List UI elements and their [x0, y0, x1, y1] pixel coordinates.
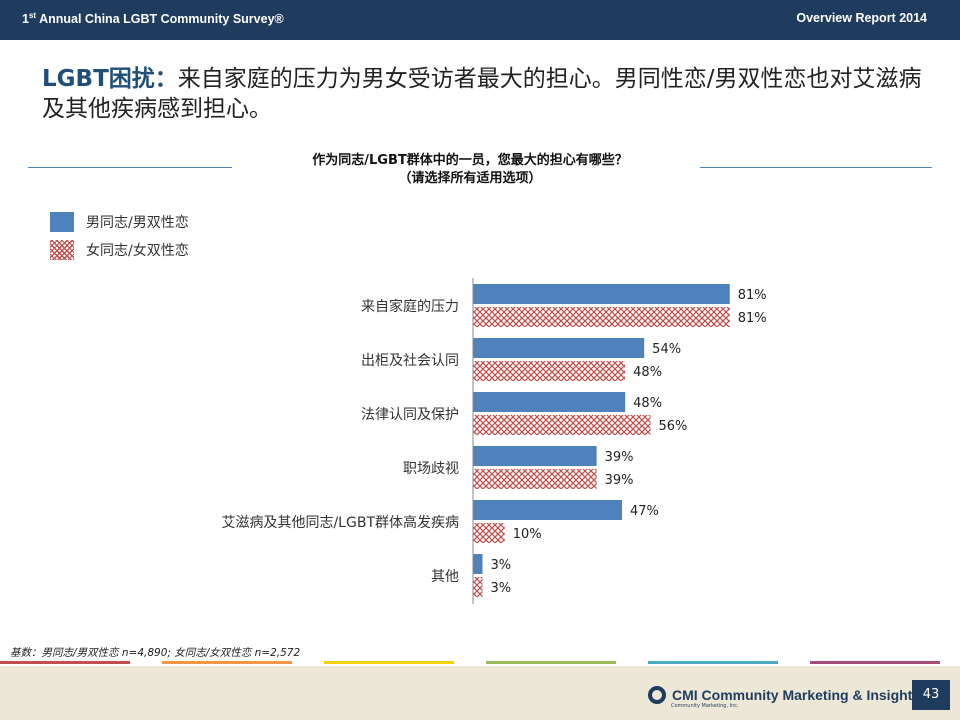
category-label-2: 法律认同及保护 [361, 407, 459, 423]
bar-female-0 [473, 307, 730, 327]
chart-question: 作为同志/LGBT群体中的一员，您最大的担心有哪些？ （请选择所有适用选项） [240, 152, 700, 188]
data-label-male-0: 81% [738, 288, 767, 303]
chart-subtitle: （请选择所有适用选项） [398, 171, 542, 186]
data-label-female-3: 39% [605, 473, 634, 488]
legend-label-male: 男同志/男双性恋 [86, 215, 189, 231]
question-divider-left [28, 167, 232, 168]
category-label-3: 职场歧视 [403, 461, 459, 477]
color-strip-5 [810, 661, 940, 664]
chart-legend: 男同志/男双性恋 女同志/女双性恋 [50, 208, 189, 264]
bar-female-4 [473, 523, 505, 543]
color-strip-4 [648, 661, 778, 664]
report-title: Overview Report 2014 [796, 11, 927, 25]
data-label-male-3: 39% [605, 450, 634, 465]
cmi-logo-subtext: Community Marketing, Inc. [671, 703, 739, 709]
category-label-0: 来自家庭的压力 [361, 298, 459, 315]
color-strip-2 [324, 661, 454, 664]
category-label-4: 艾滋病及其他同志/LGBT群体高发疾病 [221, 514, 459, 531]
bar-male-0 [473, 284, 730, 304]
legend-swatch-female [50, 240, 74, 260]
cmi-logo-icon [648, 686, 666, 704]
slide-title-text: 来自家庭的压力为男女受访者最大的担心。男同性恋/男双性恋也对艾滋病及其他疾病感到… [42, 66, 922, 122]
survey-title: 1st Annual China LGBT Community Survey® [22, 11, 284, 27]
slide-title: LGBT困扰：来自家庭的压力为男女受访者最大的担心。男同性恋/男双性恋也对艾滋病… [42, 64, 922, 124]
cmi-logo: CMI Community Marketing & Insights [648, 686, 920, 704]
category-label-5: 其他 [431, 569, 459, 585]
color-strip-1 [162, 661, 292, 664]
question-divider-right [700, 167, 932, 168]
legend-item-male: 男同志/男双性恋 [50, 208, 189, 236]
data-label-female-2: 56% [659, 419, 688, 434]
color-strip-3 [486, 661, 616, 664]
chart-title: 作为同志/LGBT群体中的一员，您最大的担心有哪些？ [312, 153, 628, 168]
base-footnote: 基数：男同志/男双性恋 n=4,890; 女同志/女双性恋 n=2,572 [10, 647, 301, 659]
slide-title-highlight: LGBT困扰： [42, 66, 178, 92]
page-number: 43 [912, 680, 950, 710]
data-label-female-4: 10% [513, 527, 542, 542]
data-label-male-5: 3% [491, 558, 512, 573]
data-label-female-0: 81% [738, 311, 767, 326]
category-label-1: 出柜及社会认同 [361, 353, 459, 369]
data-label-male-2: 48% [633, 396, 662, 411]
bar-female-5 [473, 577, 483, 597]
cmi-logo-text: CMI Community Marketing & Insights [672, 687, 921, 703]
legend-item-female: 女同志/女双性恋 [50, 236, 189, 264]
bar-male-2 [473, 392, 626, 412]
data-label-female-5: 3% [491, 581, 512, 596]
legend-swatch-male [50, 212, 74, 232]
data-label-male-1: 54% [652, 342, 681, 357]
header-bar: 1st Annual China LGBT Community Survey® … [0, 0, 960, 40]
bar-female-3 [473, 469, 597, 489]
bar-female-2 [473, 415, 651, 435]
bar-male-1 [473, 338, 645, 358]
bar-male-4 [473, 500, 622, 520]
data-label-female-1: 48% [633, 365, 662, 380]
bar-female-1 [473, 361, 626, 381]
data-label-male-4: 47% [630, 504, 659, 519]
bar-male-5 [473, 554, 483, 574]
bar-male-3 [473, 446, 597, 466]
color-strip-0 [0, 661, 130, 664]
footer-bar [0, 666, 960, 720]
legend-label-female: 女同志/女双性恋 [86, 243, 189, 259]
